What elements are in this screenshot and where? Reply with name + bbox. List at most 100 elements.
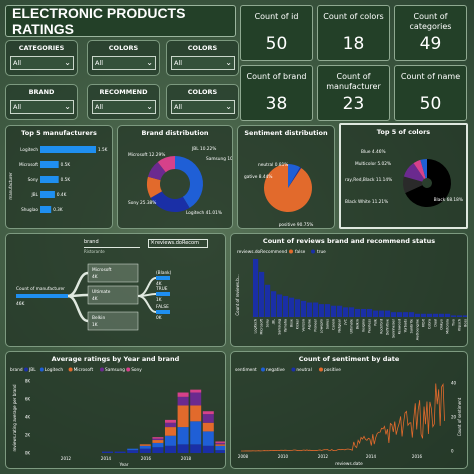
decomp-chip-brand[interactable]: brand (84, 239, 140, 248)
filter-label: COLORS (108, 44, 139, 52)
xtick: 2008 (238, 454, 249, 459)
rating-segment (215, 450, 225, 453)
color-slice-black (405, 159, 451, 207)
kpi-card: Count of manufacturer 23 (317, 65, 390, 121)
filter-dropdown[interactable]: All ⌄ (92, 100, 156, 114)
kpi-value: 23 (342, 94, 365, 114)
filter-colors-5: COLORS All ⌄ (166, 84, 239, 120)
manufacturer-value: 0.5K (61, 177, 71, 182)
kpi-card: Count of name 50 (394, 65, 467, 121)
top-colors-title: Top 5 of colors (376, 128, 431, 136)
review-bar (259, 271, 265, 317)
rating-segment (190, 392, 202, 406)
avg-ratings-chart: brand JBL Logitech Microsoft Samsung Sony revi… (10, 367, 225, 468)
decomp-chip-recommend[interactable]: × reviews.doRecom (148, 239, 208, 248)
filter-dropdown[interactable]: All ⌄ (10, 56, 74, 70)
legend-label: neutral (296, 367, 311, 373)
legend-swatch (319, 367, 323, 372)
rating-segment (165, 427, 176, 436)
legend-label: negative (266, 367, 285, 373)
review-bar (433, 313, 439, 317)
kpi-card: Count of colors 18 (317, 5, 390, 61)
node-value: 4K (92, 296, 98, 302)
review-bar (337, 305, 343, 317)
review-xlabel: Kicker (296, 318, 300, 329)
tree-link (67, 294, 89, 323)
rating-segment (215, 445, 225, 451)
ytick: 40 (451, 381, 457, 386)
xtick: 2012 (61, 456, 72, 461)
filter-label: RECOMMEND (99, 88, 148, 96)
review-xlabel: Yurbuds (404, 319, 408, 333)
legend-swatch (261, 367, 265, 372)
filter-dropdown[interactable]: All ⌄ (92, 56, 156, 70)
rating-segment (215, 441, 225, 443)
filter-dropdown[interactable]: All ⌄ (10, 100, 74, 114)
review-xlabel: Alpine (308, 319, 312, 330)
chevron-down-icon[interactable]: ⌄ (146, 102, 153, 111)
review-xlabel: Insignia (362, 319, 366, 332)
legend-swatch (68, 367, 73, 372)
review-xlabel: Rockford (380, 319, 384, 334)
rating-segment (165, 435, 176, 446)
node-label: Microsoft (92, 267, 112, 273)
chevron-down-icon[interactable]: ⌄ (146, 58, 153, 67)
rating-segment (127, 450, 139, 453)
review-bar (445, 313, 451, 317)
rating-segment (152, 437, 164, 439)
review-bar (343, 307, 349, 317)
ylabel: reviews.rating average per brand (12, 384, 17, 451)
legend-swatch (291, 367, 296, 372)
review-xlabel: Cobra (428, 319, 432, 329)
color-slice-blue (420, 159, 427, 179)
xtick: 2014 (101, 456, 112, 461)
review-bar (451, 315, 457, 317)
filter-categories-0: CATEGORIES All ⌄ (5, 40, 78, 76)
legend-label: true (317, 249, 326, 255)
review-xlabel: Lowepro (320, 319, 324, 333)
chevron-down-icon[interactable]: ⌄ (64, 58, 71, 67)
rating-segment (152, 440, 164, 443)
reviews-chart-panel: Count of reviews brand and recommend sta… (230, 233, 468, 347)
filter-dropdown[interactable]: All ⌄ (171, 100, 235, 114)
close-icon[interactable]: × (150, 239, 156, 246)
color-label: Multicolor 5.02% (355, 161, 391, 167)
filter-dropdown[interactable]: All ⌄ (171, 56, 235, 70)
review-xlabel: JBL (272, 319, 276, 325)
color-label: ray,Red,Black 11.14% (345, 177, 392, 183)
sentiment-slice-neutral (288, 167, 302, 188)
leaf-bar (156, 310, 170, 314)
rating-segment (114, 451, 126, 453)
review-xlabel: Logitech (254, 319, 258, 333)
review-bar (307, 302, 313, 317)
color-label: Blue 4.46% (361, 149, 386, 155)
node-value: 1K (92, 322, 98, 328)
manufacturer-value: 0.3K (53, 207, 63, 212)
review-bar (409, 312, 415, 317)
legend-swatch (39, 367, 44, 372)
rating-segment (190, 444, 202, 453)
review-xlabel: Audioengine (416, 319, 420, 340)
rating-segment (127, 448, 139, 451)
decomposition-tree[interactable]: Count of manufacturer46KMicrosoft4KUltim… (6, 254, 225, 346)
review-xlabel: Fitbit (422, 318, 426, 327)
chevron-down-icon[interactable]: ⌄ (225, 58, 232, 67)
chevron-down-icon[interactable]: ⌄ (64, 102, 71, 111)
review-xlabel: Samsung (278, 319, 282, 335)
review-xlabel: Belkin (356, 319, 360, 329)
ytick: 0K (25, 451, 31, 456)
kpi-label: Count of id (254, 12, 299, 21)
review-xlabel: Sanus (326, 319, 330, 330)
xlabel: reviews.date (335, 461, 363, 467)
decomp-chip-recommend-label: reviews.doRecom (155, 240, 199, 246)
node-label: Ultimate (92, 289, 111, 295)
legend-label: positive (324, 367, 341, 373)
sentiment-date-chart: sentiment negative neutral positive 0 20 40 Cou… (235, 367, 462, 467)
kpi-value: 38 (265, 94, 288, 114)
dashboard-title: ELECTRONIC PRODUCTS RATINGS (5, 5, 236, 37)
brand-distribution-panel: Brand distribution Logitech 41.01% Sony 2… (117, 125, 233, 229)
rating-segment (139, 445, 151, 449)
positive-series-line (240, 383, 445, 452)
manufacturer-bar (40, 206, 52, 213)
chevron-down-icon[interactable]: ⌄ (225, 102, 232, 111)
